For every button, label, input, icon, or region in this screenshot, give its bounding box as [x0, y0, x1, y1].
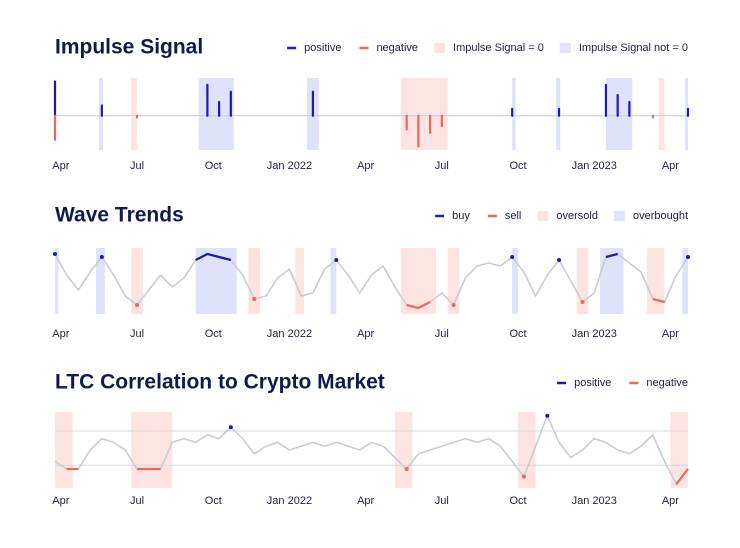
- point: [510, 255, 515, 259]
- shaded-span: [55, 248, 59, 314]
- point: [580, 300, 585, 304]
- legend-label: negative: [646, 377, 688, 389]
- x-tick-label: Oct: [205, 160, 222, 172]
- point: [252, 297, 257, 301]
- shaded-span: [600, 248, 624, 314]
- legend-swatch: [537, 211, 549, 221]
- shaded-span: [131, 412, 173, 488]
- series-line: [66, 467, 689, 485]
- series-line: [54, 253, 689, 309]
- shaded-span: [96, 248, 105, 314]
- shaded-span: [576, 248, 589, 314]
- shaded-span: [605, 78, 633, 150]
- legend-swatch: [613, 211, 625, 221]
- point: [686, 255, 690, 259]
- point: [557, 258, 562, 262]
- x-tick-label: Apr: [357, 160, 374, 172]
- legend-label: positive: [304, 42, 341, 54]
- x-tick-label: Jul: [435, 160, 449, 172]
- shaded-span: [512, 248, 519, 314]
- series-line: [406, 297, 665, 310]
- legend-label: negative: [376, 42, 418, 54]
- x-tick-label: Oct: [205, 495, 222, 507]
- x-tick-label: Oct: [509, 495, 526, 507]
- x-tick-label: Oct: [509, 328, 526, 340]
- x-tick-label: Jul: [130, 328, 144, 340]
- legend-label: positive: [574, 377, 611, 389]
- shaded-span: [248, 248, 261, 314]
- x-tick-label: Jan 2022: [267, 160, 312, 172]
- point: [228, 425, 233, 430]
- x-tick-label: Apr: [662, 328, 679, 340]
- series-line: [195, 252, 618, 262]
- x-tick-label: Apr: [52, 495, 69, 507]
- x-tick-label: Jan 2022: [267, 495, 312, 507]
- shaded-span: [295, 248, 305, 314]
- x-tick-label: Apr: [357, 495, 374, 507]
- shaded-span: [682, 248, 688, 314]
- shaded-span: [518, 412, 536, 488]
- x-tick-label: Oct: [509, 160, 526, 172]
- legend-swatch: [434, 43, 446, 53]
- point: [451, 303, 456, 307]
- x-tick-label: Apr: [662, 495, 679, 507]
- legend-label: oversold: [556, 210, 598, 222]
- shaded-span: [400, 78, 448, 150]
- shaded-span: [131, 78, 138, 150]
- chart-title: LTC Correlation to Crypto Market: [55, 371, 385, 394]
- shaded-span: [394, 412, 413, 488]
- point: [135, 303, 140, 307]
- x-tick-label: Apr: [662, 160, 679, 172]
- x-tick-label: Apr: [357, 328, 374, 340]
- x-tick-label: Jan 2023: [572, 328, 617, 340]
- legend-swatch: [559, 43, 571, 53]
- x-tick-label: Jul: [130, 160, 144, 172]
- legend-label: Impulse Signal = 0: [453, 42, 544, 54]
- point: [545, 413, 550, 418]
- legend-label: overbought: [633, 210, 688, 222]
- point: [404, 467, 409, 471]
- x-tick-label: Jan 2023: [572, 160, 617, 172]
- shaded-span: [658, 78, 665, 150]
- shaded-span: [131, 248, 143, 314]
- shaded-span: [685, 78, 688, 150]
- legend-label: Impulse Signal not = 0: [579, 42, 688, 54]
- legend-label: sell: [505, 210, 522, 222]
- point: [53, 252, 57, 256]
- legend-label: buy: [452, 210, 470, 222]
- x-tick-label: Jul: [435, 328, 449, 340]
- x-tick-label: Oct: [205, 328, 222, 340]
- shaded-span: [55, 412, 73, 488]
- x-tick-label: Jan 2023: [572, 495, 617, 507]
- x-tick-label: Jul: [435, 495, 449, 507]
- x-tick-label: Apr: [52, 328, 69, 340]
- shaded-span: [330, 248, 337, 314]
- chart-title: Wave Trends: [55, 204, 184, 227]
- x-tick-label: Jan 2022: [267, 328, 312, 340]
- point: [99, 255, 104, 259]
- shaded-span: [447, 248, 460, 314]
- point: [334, 258, 339, 262]
- x-tick-label: Jul: [130, 495, 144, 507]
- shaded-span: [646, 248, 665, 314]
- shaded-span: [512, 78, 516, 150]
- chart-title: Impulse Signal: [55, 36, 203, 59]
- x-tick-label: Apr: [52, 160, 69, 172]
- point: [521, 474, 526, 479]
- shaded-span: [198, 78, 234, 150]
